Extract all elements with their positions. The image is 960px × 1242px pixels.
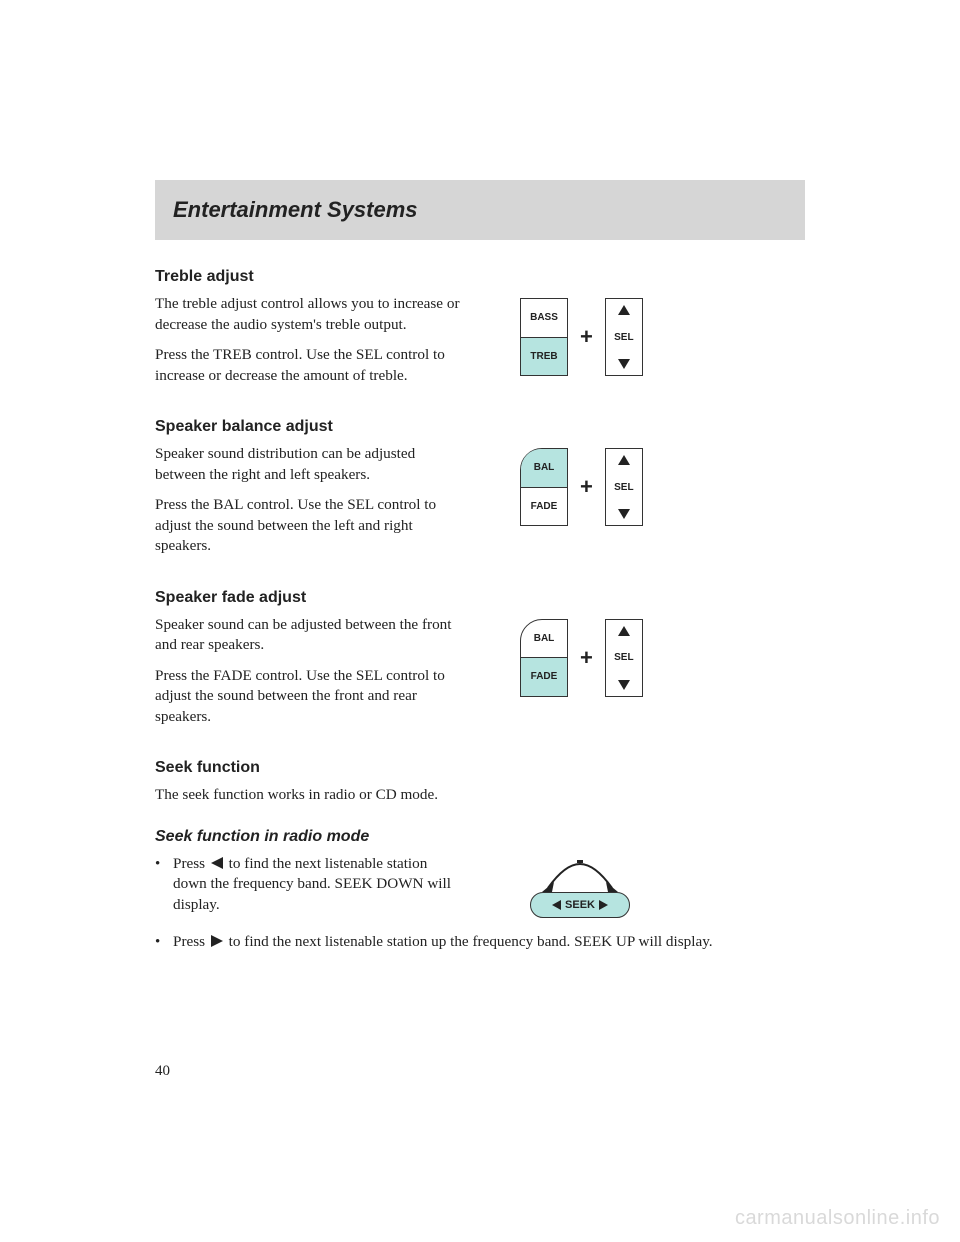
plus-icon: + [580, 324, 593, 350]
treble-text: The treble adjust control allows you to … [155, 294, 460, 396]
balance-para-1: Speaker sound distribution can be adjust… [155, 444, 460, 485]
treble-title: Treble adjust [155, 268, 805, 286]
plus-icon: + [580, 645, 593, 671]
up-arrow-icon [618, 455, 630, 465]
fade-para-1: Speaker sound can be adjusted between th… [155, 615, 460, 656]
seek-right-icon [599, 900, 608, 910]
seek-intro: The seek function works in radio or CD m… [155, 785, 805, 806]
seek-left-icon [552, 900, 561, 910]
treble-para-2: Press the TREB control. Use the SEL cont… [155, 345, 460, 386]
down-arrow-icon [618, 680, 630, 690]
left-arrow-icon [211, 857, 223, 869]
fade-title: Speaker fade adjust [155, 589, 805, 607]
right-arrow-icon [211, 935, 223, 947]
sel-button: SEL [605, 448, 643, 526]
manual-page: Entertainment Systems Treble adjust The … [0, 0, 960, 1242]
section-header-bar: Entertainment Systems [155, 180, 805, 240]
fade-para-2: Press the FADE control. Use the SEL cont… [155, 666, 460, 728]
fade-label: FADE [521, 658, 567, 696]
watermark: carmanualsonline.info [735, 1207, 940, 1230]
bal-fade-button: BAL FADE [520, 619, 568, 697]
fade-diagram: BAL FADE + SEL [520, 615, 643, 697]
seek-radio-title: Seek function in radio mode [155, 828, 805, 846]
sel-button: SEL [605, 298, 643, 376]
seek-title: Seek function [155, 759, 805, 777]
balance-para-2: Press the BAL control. Use the SEL contr… [155, 495, 460, 557]
balance-text: Speaker sound distribution can be adjust… [155, 444, 460, 567]
section-header-title: Entertainment Systems [173, 197, 418, 223]
bal-label: BAL [521, 449, 567, 488]
seek-radio-text: Press to find the next listenable statio… [155, 854, 455, 928]
fade-text: Speaker sound can be adjusted between th… [155, 615, 460, 738]
seek-button-label: SEEK [565, 899, 595, 911]
treb-label: TREB [521, 338, 567, 376]
sel-label: SEL [614, 482, 633, 493]
bass-label: BASS [521, 299, 567, 338]
seek-bullet-1: Press to find the next listenable statio… [155, 854, 455, 916]
sel-label: SEL [614, 652, 633, 663]
page-number: 40 [155, 1063, 170, 1080]
sel-button: SEL [605, 619, 643, 697]
plus-icon: + [580, 474, 593, 500]
bass-treb-button: BASS TREB [520, 298, 568, 376]
seek-bullet-2: Press to find the next listenable statio… [155, 932, 755, 953]
up-arrow-icon [618, 305, 630, 315]
seek-diagram: SEEK [520, 854, 640, 928]
seek-radio-section: Seek function in radio mode Press to fin… [155, 828, 805, 953]
bal-label: BAL [521, 620, 567, 659]
balance-diagram: BAL FADE + SEL [520, 444, 643, 526]
fade-section: Speaker fade adjust Speaker sound can be… [155, 589, 805, 738]
sel-label: SEL [614, 332, 633, 343]
up-arrow-icon [618, 626, 630, 636]
balance-section: Speaker balance adjust Speaker sound dis… [155, 418, 805, 567]
down-arrow-icon [618, 509, 630, 519]
treble-diagram: BASS TREB + SEL [520, 294, 643, 376]
treble-section: Treble adjust The treble adjust control … [155, 268, 805, 396]
treble-para-1: The treble adjust control allows you to … [155, 294, 460, 335]
seek-section: Seek function The seek function works in… [155, 759, 805, 806]
seek-button: SEEK [530, 892, 630, 918]
balance-title: Speaker balance adjust [155, 418, 805, 436]
fade-label: FADE [521, 488, 567, 526]
bal-fade-button: BAL FADE [520, 448, 568, 526]
down-arrow-icon [618, 359, 630, 369]
